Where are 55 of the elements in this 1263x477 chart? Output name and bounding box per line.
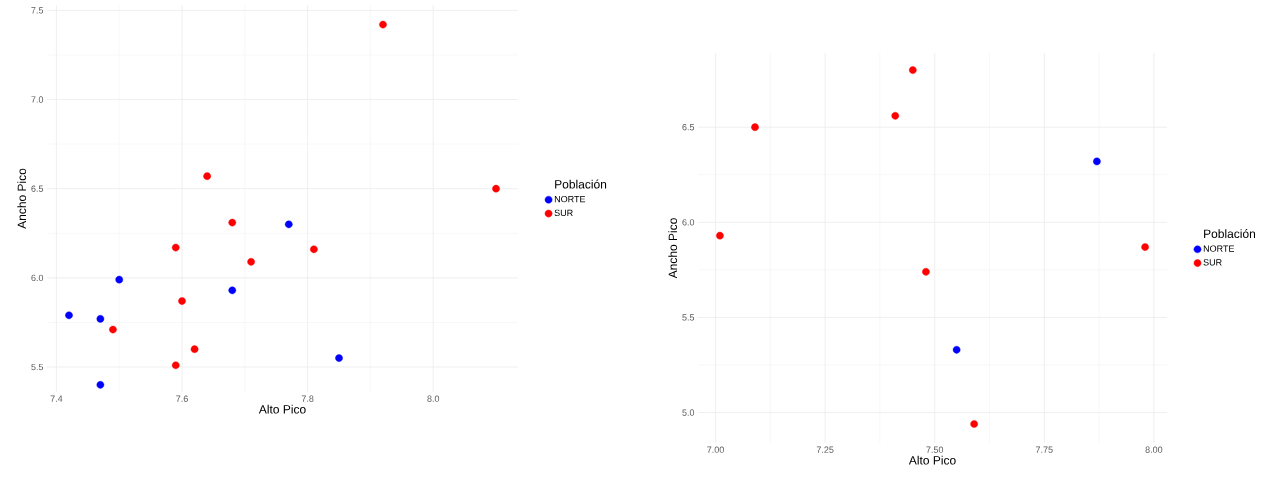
point — [716, 231, 724, 240]
point — [171, 361, 180, 370]
point — [284, 220, 293, 229]
point — [335, 354, 343, 362]
y-tick-label: 5.0 — [682, 409, 695, 416]
y-tick-label: 6.0 — [682, 219, 695, 226]
x-tick-label: 7.4 — [50, 395, 63, 402]
point — [970, 420, 978, 428]
y-tick-label: 7.5 — [31, 7, 44, 14]
y-tick-label: 6.5 — [31, 185, 44, 192]
point — [96, 381, 105, 389]
y-tick-label: 7.0 — [31, 96, 44, 103]
legend-title: Población — [555, 179, 607, 189]
y-tick-label: 6.0 — [31, 274, 44, 282]
legend-label: SUR — [1203, 259, 1222, 266]
y-tick-label: 5.5 — [682, 314, 695, 321]
point — [247, 258, 255, 266]
point — [171, 243, 180, 252]
point — [115, 275, 124, 284]
point — [203, 172, 211, 180]
point — [228, 286, 237, 295]
legend-title: Población — [1204, 229, 1256, 238]
point — [190, 345, 199, 353]
y-axis-title: Ancho Pico — [668, 218, 678, 279]
point — [1093, 157, 1101, 166]
point — [379, 20, 387, 29]
x-tick-label: 7.6 — [176, 395, 188, 402]
point — [891, 111, 900, 120]
x-tick-label: 8.00 — [1145, 446, 1163, 453]
point — [952, 345, 961, 354]
y-tick-label: 6.5 — [682, 124, 695, 131]
point — [492, 184, 500, 193]
point — [96, 315, 105, 323]
x-tick-label: 7.8 — [301, 395, 314, 402]
point — [922, 267, 930, 276]
x-tick-label: 7.00 — [707, 446, 724, 453]
x-axis-title: Alto Pico — [258, 404, 306, 414]
x-tick-label: 8.0 — [427, 395, 440, 402]
point — [751, 123, 759, 131]
point — [310, 245, 318, 254]
point — [178, 297, 186, 305]
point — [228, 218, 237, 227]
x-tick-label: 7.50 — [926, 446, 944, 453]
x-tick-label: 7.75 — [1035, 446, 1053, 453]
x-axis-title: Alto Pico — [908, 455, 956, 465]
legend-label: NORTE — [554, 195, 586, 203]
legend-label: NORTE — [1203, 245, 1235, 252]
x-tick-label: 7.25 — [816, 446, 834, 453]
point — [65, 311, 73, 320]
y-axis-title: Ancho Pico — [17, 168, 27, 229]
point — [1141, 243, 1149, 251]
legend-label: SUR — [554, 209, 573, 217]
point — [908, 66, 917, 74]
point — [109, 325, 117, 334]
y-tick-label: 5.5 — [31, 363, 44, 371]
